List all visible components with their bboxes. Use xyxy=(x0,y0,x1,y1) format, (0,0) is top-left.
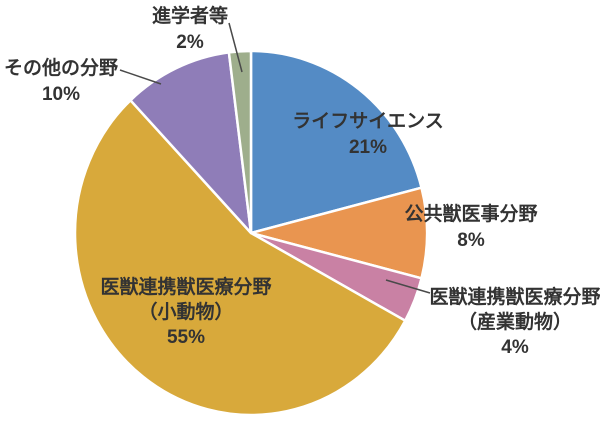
slice-subname: （産業動物） xyxy=(457,312,572,333)
pie-slice-0 xyxy=(249,49,423,235)
slice-percent: 2% xyxy=(176,32,204,53)
pie-label-public-vet: 公共獣医事分野 8% xyxy=(371,202,571,254)
pie-label-advance: 進学者等 2% xyxy=(130,4,250,56)
leader-line-other xyxy=(119,69,162,85)
leader-lines-group xyxy=(119,22,431,294)
pie-slice-5 xyxy=(227,49,253,235)
slice-name: 医獣連携獣医療分野 xyxy=(100,277,272,298)
pie-label-other: その他の分野 10% xyxy=(0,56,122,108)
slice-name: 医獣連携獣医療分野 xyxy=(429,287,600,308)
pie-label-small-animal: 医獣連携獣医療分野 （小動物） 55% xyxy=(86,275,286,350)
pie-slice-3 xyxy=(73,99,407,417)
slice-percent: 4% xyxy=(501,337,529,358)
slice-name: ライフサイエンス xyxy=(292,111,444,132)
pie-slice-4 xyxy=(129,51,253,235)
pie-label-industrial-animal: 医獣連携獣医療分野 （産業動物） 4% xyxy=(415,285,600,360)
slice-percent: 10% xyxy=(41,84,81,105)
slice-name: その他の分野 xyxy=(3,58,118,79)
slice-name: 進学者等 xyxy=(151,6,228,27)
slice-percent: 8% xyxy=(457,230,485,251)
slice-subname: （小動物） xyxy=(138,302,234,323)
slice-name: 公共獣医事分野 xyxy=(404,204,538,225)
leader-line-industrial xyxy=(385,279,431,294)
slice-percent: 55% xyxy=(166,327,206,348)
pie-slice-1 xyxy=(249,186,429,280)
pie-slices-group xyxy=(73,49,429,417)
leader-line-advance xyxy=(228,22,243,73)
slice-percent: 21% xyxy=(348,137,388,158)
pie-label-lifescience: ライフサイエンス 21% xyxy=(268,109,468,161)
